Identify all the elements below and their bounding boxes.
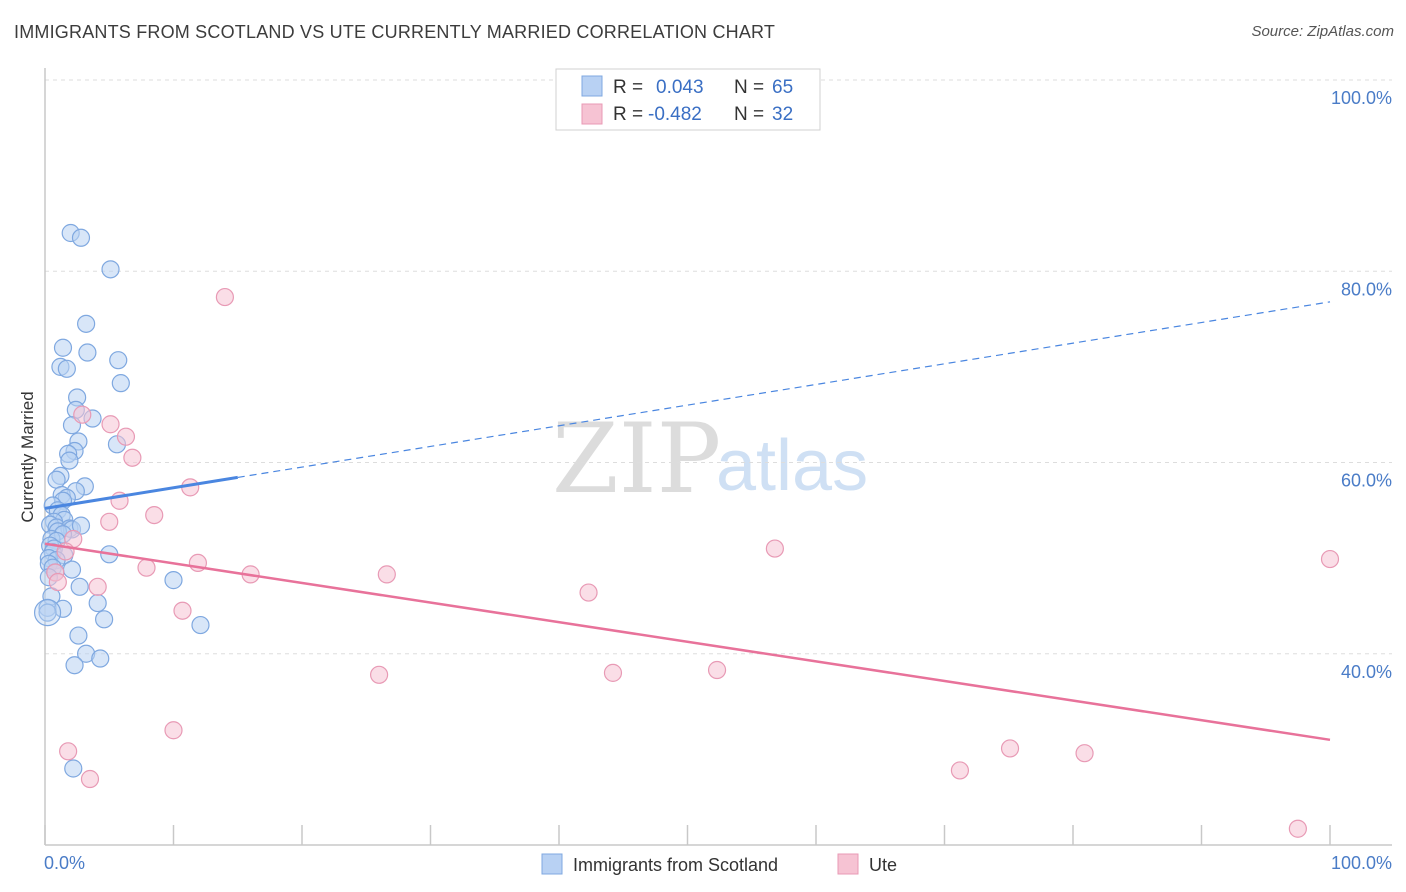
point-scotland: [109, 351, 128, 370]
point-ute: [215, 287, 234, 307]
chart-title: IMMIGRANTS FROM SCOTLAND VS UTE CURRENTL…: [14, 22, 776, 42]
scatter-points: [33, 223, 1340, 838]
axes: [44, 68, 1392, 846]
series-legend-swatch-blue: [541, 853, 563, 875]
y-tick-label: 80.0%: [1341, 279, 1392, 299]
point-scotland: [71, 228, 91, 247]
point-ute: [101, 415, 120, 434]
point-scotland: [70, 577, 89, 596]
point-ute: [603, 663, 623, 682]
point-ute: [765, 539, 784, 558]
point-ute: [1000, 739, 1020, 758]
point-scotland: [95, 610, 114, 629]
point-ute: [59, 742, 78, 761]
point-ute: [377, 565, 396, 584]
point-ute: [950, 761, 970, 780]
point-ute: [145, 505, 164, 525]
series-legend: Immigrants from Scotland Ute: [541, 853, 897, 875]
point-ute: [80, 769, 100, 789]
point-scotland: [191, 615, 210, 635]
point-scotland: [69, 626, 88, 645]
legend-r-value: -0.482: [648, 104, 702, 125]
point-ute: [1288, 819, 1307, 838]
point-scotland: [91, 649, 110, 668]
stats-legend: R = 0.043 N = 65 R = -0.482 N = 32: [555, 68, 821, 131]
legend-n-label: N =: [734, 77, 764, 98]
point-scotland: [64, 759, 83, 778]
trendline-scotland-solid: [44, 475, 238, 510]
point-ute: [1320, 549, 1340, 569]
point-scotland: [47, 470, 66, 489]
point-scotland: [60, 451, 79, 470]
trendline-ute: [44, 542, 1331, 742]
y-tick-label: 100.0%: [1331, 88, 1392, 108]
point-ute: [123, 448, 142, 467]
legend-r-label: R =: [613, 104, 643, 125]
point-scotland: [111, 374, 130, 393]
point-scotland: [57, 359, 76, 378]
point-scotland: [53, 338, 73, 357]
legend-n-value: 32: [772, 104, 793, 125]
y-tick-label: 60.0%: [1341, 471, 1392, 491]
watermark-zip: ZIP: [552, 403, 721, 515]
point-ute: [164, 721, 183, 740]
legend-swatch-blue: [581, 75, 603, 97]
point-scotland: [38, 603, 57, 622]
x-tick-label: 0.0%: [44, 853, 85, 873]
point-scotland: [62, 560, 82, 579]
point-ute: [48, 572, 67, 592]
point-ute: [370, 665, 389, 684]
point-ute: [707, 660, 727, 680]
tick-labels: 100.0% 80.0% 60.0% 40.0% 0.0% 100.0%: [44, 88, 1392, 873]
point-ute: [137, 558, 156, 577]
point-scotland: [88, 593, 107, 613]
source-label: Source: ZipAtlas.com: [1251, 23, 1394, 40]
legend-r-label: R =: [613, 77, 643, 98]
point-ute: [116, 427, 136, 446]
point-scotland: [164, 571, 183, 590]
point-scotland: [71, 516, 91, 535]
x-tick-label: 100.0%: [1331, 853, 1392, 873]
legend-r-value: 0.043: [656, 77, 704, 98]
point-scotland: [77, 314, 96, 333]
series-legend-swatch-pink: [837, 853, 859, 875]
trendlines: [44, 301, 1331, 742]
point-scotland: [65, 656, 84, 675]
point-ute: [579, 583, 598, 602]
y-axis-title: Currently Married: [18, 391, 37, 522]
point-ute: [100, 512, 119, 531]
point-ute: [173, 601, 192, 620]
point-ute: [73, 405, 92, 424]
legend-n-value: 65: [772, 77, 793, 98]
point-ute: [1075, 744, 1094, 763]
point-scotland: [78, 343, 97, 362]
point-scotland: [33, 599, 62, 627]
watermark-atlas: atlas: [716, 426, 868, 506]
y-tick-label: 40.0%: [1341, 662, 1392, 682]
point-ute: [88, 577, 107, 596]
trendline-scotland-dashed: [237, 301, 1331, 479]
series-legend-label-ute: Ute: [869, 855, 897, 875]
legend-n-label: N =: [734, 104, 764, 125]
legend-swatch-pink: [581, 103, 603, 125]
point-scotland: [101, 260, 120, 279]
series-legend-label-scotland: Immigrants from Scotland: [573, 855, 778, 875]
